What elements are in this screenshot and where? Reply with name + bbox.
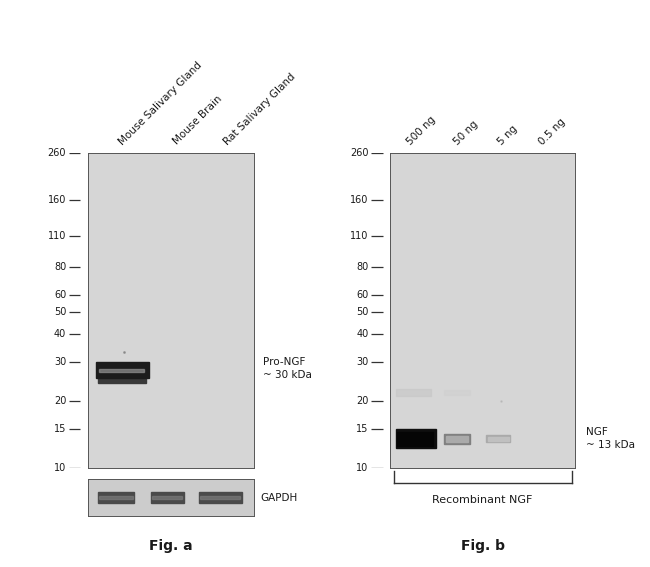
Text: 15: 15	[356, 424, 369, 434]
Text: 160: 160	[350, 195, 369, 205]
Text: 80: 80	[54, 262, 66, 272]
Text: 20: 20	[356, 396, 369, 406]
Text: 15: 15	[54, 424, 66, 434]
Text: 30: 30	[356, 357, 369, 367]
Bar	[444, 434, 470, 444]
Text: Mouse Salivary Gland: Mouse Salivary Gland	[117, 60, 204, 147]
Bar	[444, 390, 470, 395]
Text: 110: 110	[47, 231, 66, 241]
Text: 50: 50	[54, 307, 66, 318]
Text: 50: 50	[356, 307, 369, 318]
Text: 20: 20	[54, 396, 66, 406]
Text: 80: 80	[356, 262, 369, 272]
Text: 160: 160	[47, 195, 66, 205]
Text: 40: 40	[356, 329, 369, 339]
Text: 500 ng: 500 ng	[405, 114, 437, 147]
Bar	[397, 432, 433, 446]
Text: Mouse Brain: Mouse Brain	[172, 94, 224, 147]
Text: 60: 60	[356, 290, 369, 300]
Bar	[98, 492, 134, 503]
Text: Pro-NGF
~ 30 kDa: Pro-NGF ~ 30 kDa	[263, 357, 312, 380]
Bar	[98, 377, 146, 383]
Text: Recombinant NGF: Recombinant NGF	[432, 496, 533, 505]
Text: Rat Salivary Gland: Rat Salivary Gland	[222, 71, 297, 147]
Bar	[99, 369, 144, 372]
Text: 10: 10	[54, 463, 66, 473]
Text: 30: 30	[54, 357, 66, 367]
Text: 260: 260	[47, 148, 66, 158]
Bar	[99, 496, 133, 499]
Text: 5 ng: 5 ng	[496, 124, 519, 147]
Text: Fig. a: Fig. a	[149, 539, 192, 553]
Bar	[199, 492, 242, 503]
Text: 50 ng: 50 ng	[452, 119, 480, 147]
Text: 110: 110	[350, 231, 369, 241]
Bar	[486, 435, 510, 442]
Text: 10: 10	[356, 463, 369, 473]
Bar	[396, 390, 431, 396]
Text: 40: 40	[54, 329, 66, 339]
Bar	[96, 362, 149, 378]
Text: 60: 60	[54, 290, 66, 300]
Bar	[488, 437, 508, 441]
Bar	[200, 496, 240, 499]
Text: NGF
~ 13 kDa: NGF ~ 13 kDa	[586, 427, 635, 450]
Text: 260: 260	[350, 148, 369, 158]
Bar	[396, 429, 436, 448]
Text: Fig. b: Fig. b	[461, 539, 504, 553]
Text: 0.5 ng: 0.5 ng	[537, 116, 567, 147]
Bar	[151, 492, 184, 503]
Bar	[446, 436, 468, 442]
Bar	[152, 496, 182, 499]
Text: GAPDH: GAPDH	[260, 493, 298, 502]
